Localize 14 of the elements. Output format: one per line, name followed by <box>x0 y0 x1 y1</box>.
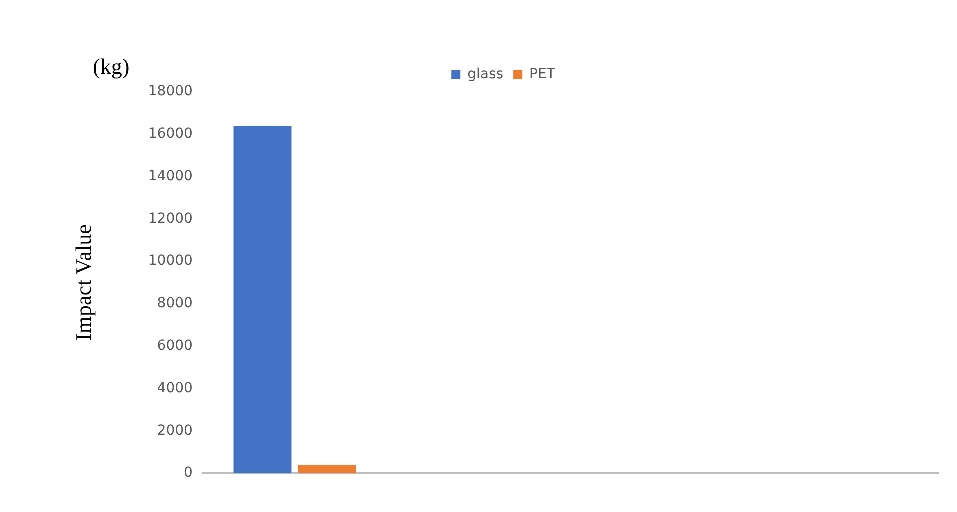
y-tick-label: 4000 <box>157 380 193 396</box>
y-tick-label: 0 <box>184 465 193 482</box>
y-tick-label: 8000 <box>157 296 193 312</box>
y-axis-title: Impact Value <box>70 224 96 341</box>
legend-label: glass <box>468 66 504 83</box>
legend-label: PET <box>530 66 556 83</box>
y-tick-label: 12000 <box>148 210 193 227</box>
y-tick-label: 18000 <box>148 84 193 100</box>
text: (kg) <box>93 54 130 79</box>
y-tick-label: 16000 <box>148 126 193 142</box>
y-tick-label: 10000 <box>148 253 193 270</box>
y-tick-label: 6000 <box>157 338 193 354</box>
y-tick-label: 14000 <box>148 168 193 184</box>
y-tick-label: 2000 <box>157 422 193 439</box>
